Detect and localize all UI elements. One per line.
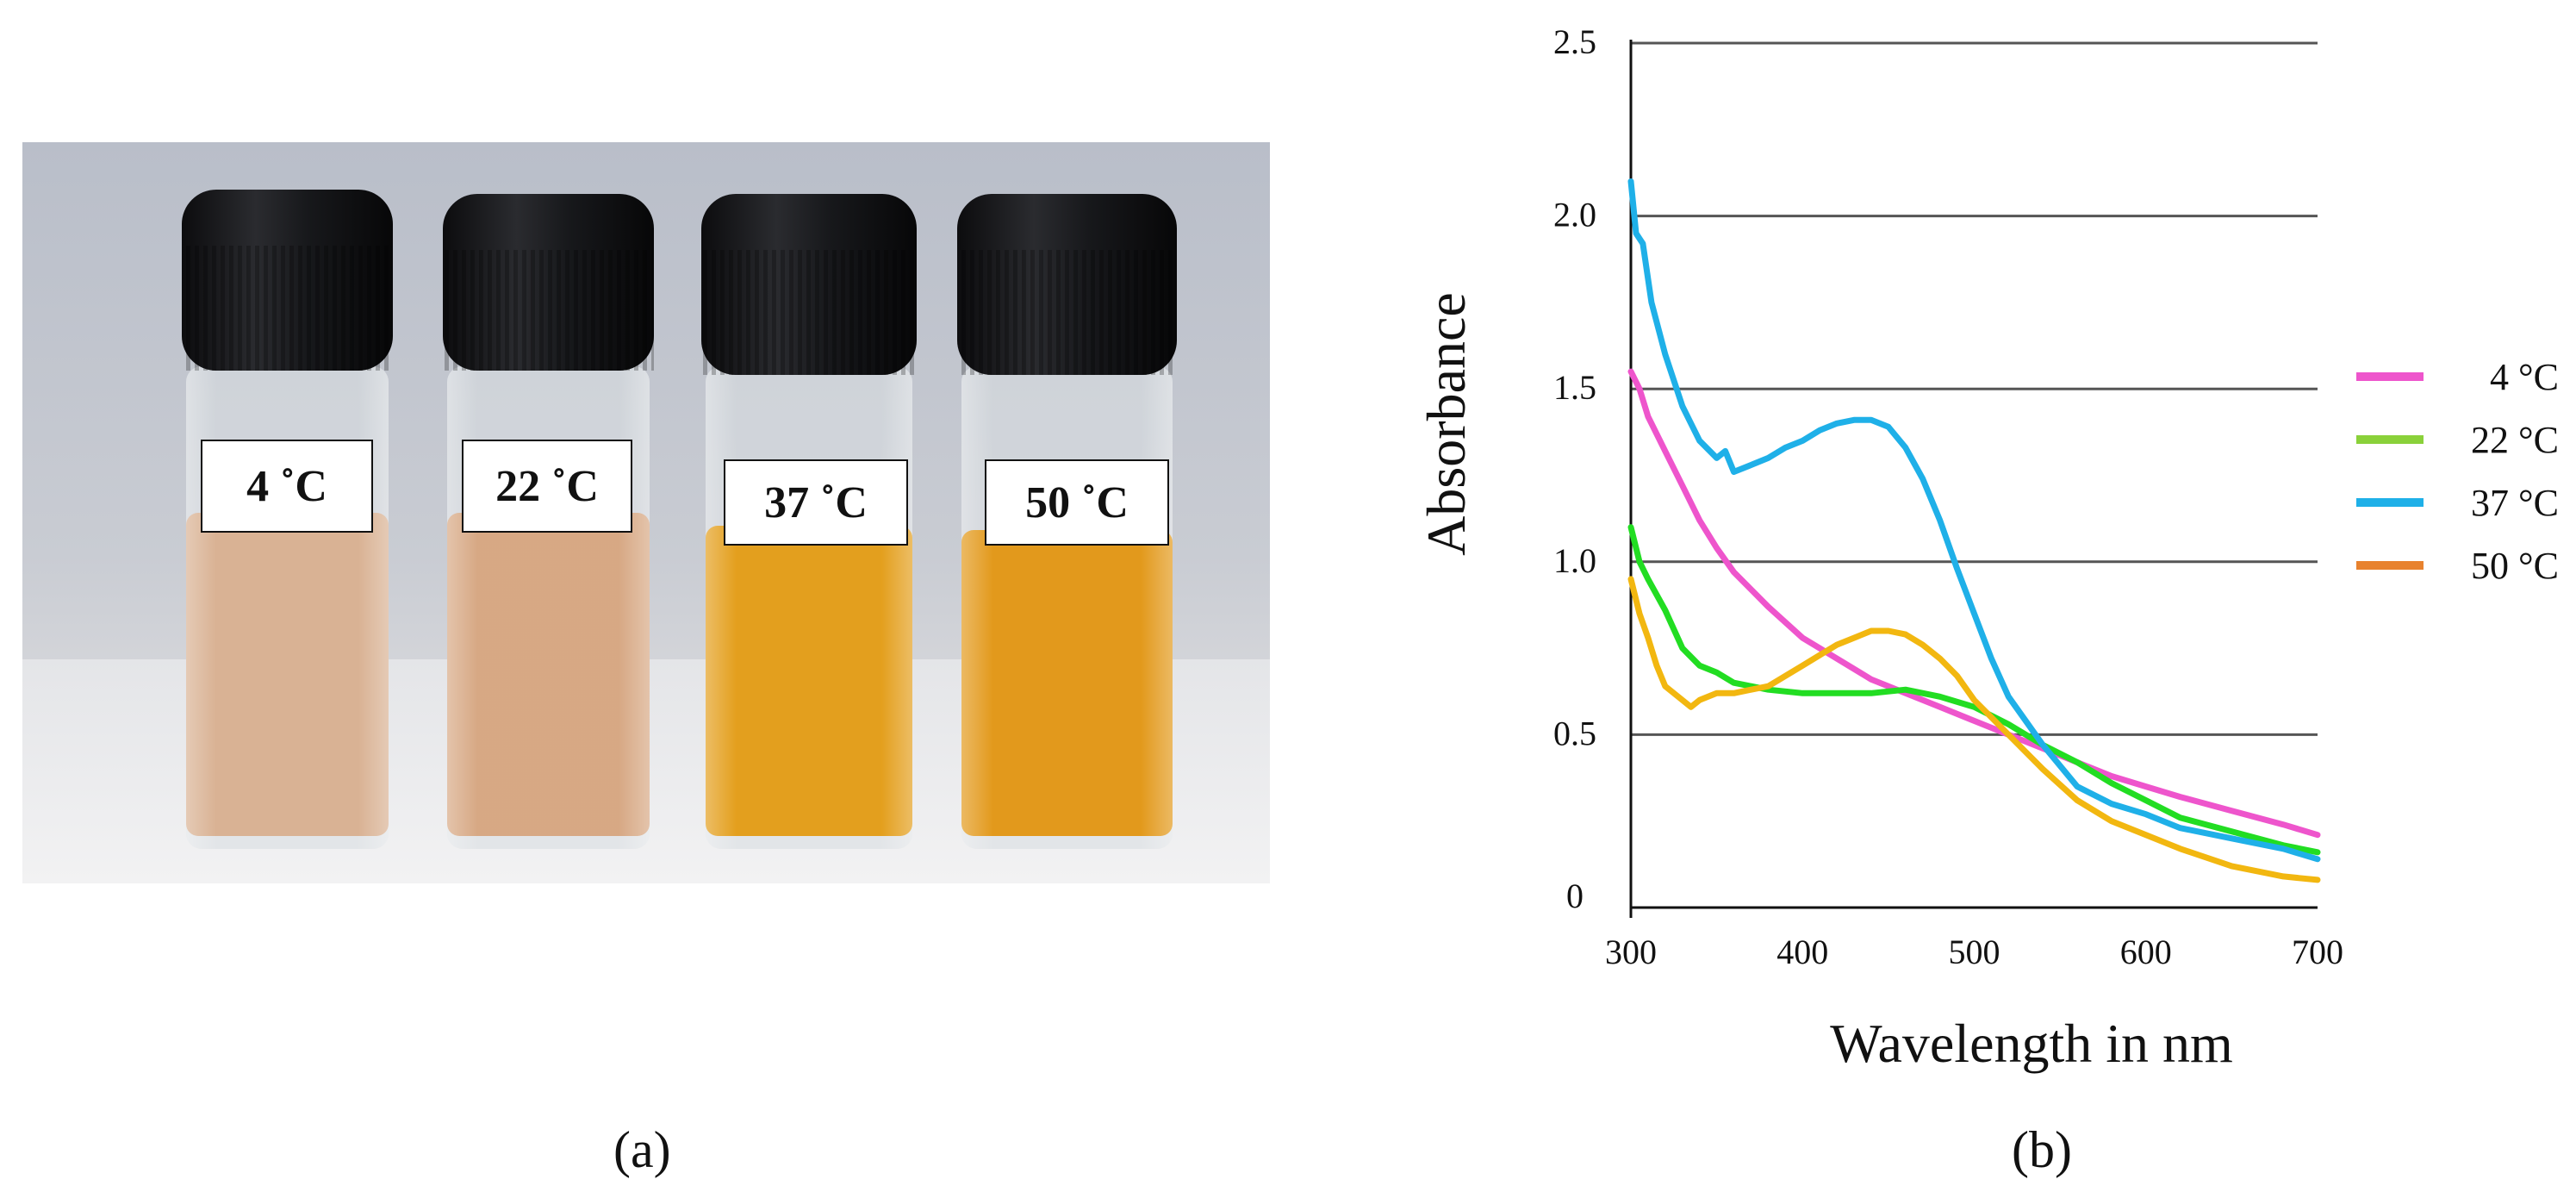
vial-label-4c: 4 ˚C: [201, 440, 373, 533]
vial-label-50c: 50 ˚C: [985, 459, 1169, 546]
legend-label-2: 22 °C: [2471, 419, 2559, 461]
y-tick-label: 0: [1566, 877, 1584, 915]
y-tick-label: 1.5: [1553, 368, 1596, 407]
y-axis-title: Absorbance: [1416, 292, 1477, 556]
x-tick-label: 600: [2120, 933, 2172, 971]
caption-panel-b: (b): [2012, 1121, 2072, 1178]
y-tick-label: 0.5: [1553, 714, 1596, 752]
y-tick-label: 2.5: [1553, 22, 1596, 61]
x-tick-label: 700: [2292, 933, 2343, 971]
legend-label-1: 4 °C: [2490, 356, 2559, 398]
vials-photo: 4 ˚C 22 ˚C 37 ˚C 50 ˚C: [22, 142, 1270, 883]
legend-label-3: 37 °C: [2471, 482, 2559, 524]
caption-panel-a: (a): [613, 1121, 671, 1178]
x-axis-title: Wavelength in nm: [1830, 1013, 2233, 1074]
chart-ticks: 0 0.5 1.0 1.5 2.0 2.5 300 400 500 600 700: [1553, 22, 2343, 971]
y-tick-label: 1.0: [1553, 541, 1596, 580]
legend-label-4: 50 °C: [2471, 545, 2559, 587]
chart-legend: 4 °C 22 °C 37 °C 50 °C: [2356, 356, 2559, 587]
vial-label-37c: 37 ˚C: [724, 459, 908, 546]
x-tick-label: 400: [1776, 933, 1828, 971]
series-line-3: [1627, 178, 2321, 863]
series-line-4: [1627, 576, 2321, 883]
chart-grid: [1629, 40, 2318, 918]
series-line-1: [1627, 368, 2321, 839]
y-tick-label: 2.0: [1553, 196, 1596, 234]
series-line-2: [1627, 524, 2321, 856]
vial-label-22c: 22 ˚C: [462, 440, 632, 533]
x-tick-label: 300: [1605, 933, 1657, 971]
x-tick-label: 500: [1949, 933, 2000, 971]
chart-series: [1627, 178, 2321, 883]
